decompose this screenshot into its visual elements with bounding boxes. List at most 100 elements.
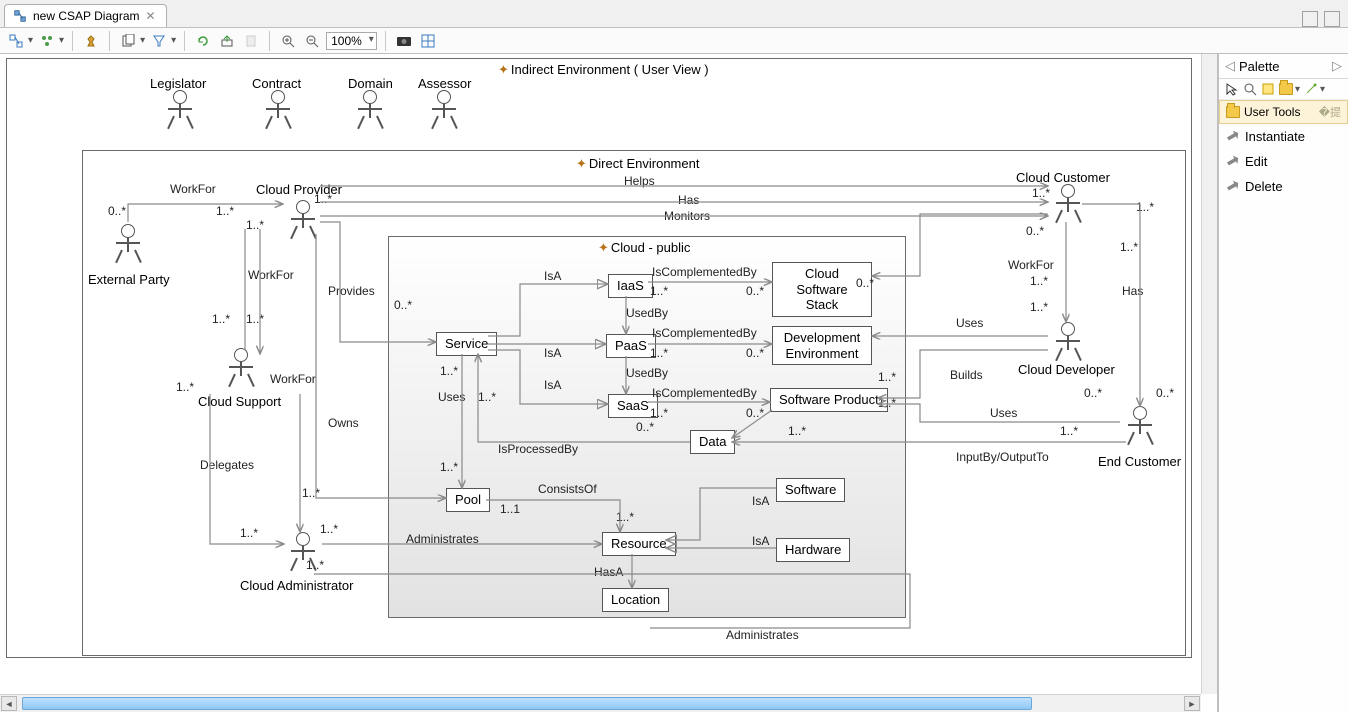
refresh-icon[interactable] — [193, 31, 213, 51]
actor-customer-label: Cloud Customer — [1016, 170, 1110, 185]
node-location[interactable]: Location — [602, 588, 669, 612]
note-tool-icon[interactable] — [1261, 82, 1275, 96]
actor-admin-label: Cloud Administrator — [240, 578, 353, 593]
node-iaas[interactable]: IaaS — [608, 274, 653, 298]
horizontal-scrollbar[interactable]: ◄ ► — [0, 694, 1201, 712]
lbl-isa-2: IsA — [544, 346, 561, 360]
zoom-value: 100% — [331, 34, 362, 48]
vertical-scrollbar[interactable] — [1201, 54, 1217, 694]
m1: 0..* — [108, 204, 126, 218]
actor-legislator[interactable] — [160, 90, 200, 128]
m7: 0..* — [1026, 224, 1044, 238]
scroll-thumb[interactable] — [22, 697, 1032, 710]
folder-tool-icon[interactable] — [1279, 83, 1293, 95]
palette-item-edit[interactable]: Edit — [1219, 149, 1348, 174]
zoom-out-icon[interactable] — [302, 31, 322, 51]
zoom-in-icon[interactable] — [278, 31, 298, 51]
actor-developer[interactable] — [1048, 322, 1088, 360]
zoom-tool-icon[interactable] — [1243, 82, 1257, 96]
scroll-right-icon[interactable]: ► — [1184, 696, 1200, 711]
cursor-icon[interactable] — [1225, 82, 1239, 96]
node-paas[interactable]: PaaS — [606, 334, 656, 358]
actor-external-label: External Party — [88, 272, 170, 287]
m31: 1..* — [440, 460, 458, 474]
actor-contract[interactable] — [258, 90, 298, 128]
lbl-isa-3: IsA — [544, 378, 561, 392]
m34: 1..* — [302, 486, 320, 500]
palette-panel: ◁ Palette ▷ ▾ ▾ User Tools �提 Instantiat… — [1218, 54, 1348, 712]
dropdown-caret-icon[interactable]: ▾ — [59, 35, 64, 46]
maximize-icon[interactable] — [1324, 11, 1340, 27]
actor-developer-label: Cloud Developer — [1018, 362, 1115, 377]
wand-tool-icon[interactable] — [1304, 82, 1318, 96]
m36: 1..* — [320, 522, 338, 536]
m12: 0..* — [394, 298, 412, 312]
m25: 1..* — [878, 396, 896, 410]
node-devenv[interactable]: DevelopmentEnvironment — [772, 326, 872, 365]
pin-icon[interactable] — [81, 31, 101, 51]
m23: 0..* — [856, 276, 874, 290]
export-icon[interactable] — [217, 31, 237, 51]
editor-tab[interactable]: new CSAP Diagram ✕ — [4, 4, 167, 27]
arrange-icon[interactable] — [37, 31, 57, 51]
dropdown-caret-icon[interactable]: ▾ — [140, 35, 145, 46]
actor-domain[interactable] — [350, 90, 390, 128]
layout-icon[interactable] — [6, 31, 26, 51]
m15: 1..* — [650, 284, 668, 298]
actor-customer[interactable] — [1048, 184, 1088, 222]
lbl-iscomp-1: IsComplementedBy — [652, 265, 757, 279]
palette-collapse-icon[interactable]: ▷ — [1332, 58, 1342, 74]
actor-external[interactable] — [108, 224, 148, 262]
m16: 0..* — [746, 284, 764, 298]
folder-icon — [1226, 106, 1240, 118]
node-hardware[interactable]: Hardware — [776, 538, 850, 562]
palette-section-label: User Tools — [1244, 105, 1300, 119]
m32: 1..1 — [500, 502, 520, 516]
m22: 1..* — [788, 424, 806, 438]
m13: 1..* — [440, 364, 458, 378]
filter-icon[interactable] — [149, 31, 169, 51]
palette-section-user-tools[interactable]: User Tools �提 — [1219, 100, 1348, 124]
node-software[interactable]: Software — [776, 478, 845, 502]
palette-tools-row: ▾ ▾ — [1219, 79, 1348, 100]
palette-item-instantiate[interactable]: Instantiate — [1219, 124, 1348, 149]
lbl-has-2: Has — [1122, 284, 1143, 298]
grid-icon[interactable] — [418, 31, 438, 51]
actor-endcustomer-label: End Customer — [1098, 454, 1181, 469]
node-data[interactable]: Data — [690, 430, 735, 454]
lbl-iscomp-3: IsComplementedBy — [652, 386, 757, 400]
direct-label: ✦Direct Environment — [576, 156, 699, 172]
lbl-iscomp-2: IsComplementedBy — [652, 326, 757, 340]
tab-close-icon[interactable]: ✕ — [146, 9, 156, 23]
m35: 1..* — [240, 526, 258, 540]
paste-icon[interactable] — [241, 31, 261, 51]
palette-header[interactable]: ◁ Palette ▷ — [1219, 54, 1348, 79]
m27: 1..* — [1030, 300, 1048, 314]
actor-assessor[interactable] — [424, 90, 464, 128]
node-pool[interactable]: Pool — [446, 488, 490, 512]
palette-item-delete[interactable]: Delete — [1219, 174, 1348, 199]
cloud-label: ✦Cloud - public — [598, 240, 690, 256]
actor-support[interactable] — [221, 348, 261, 386]
toolbar: ▾ ▾ ▾ ▾ 100%▾ — [0, 28, 1348, 54]
canvas-area[interactable]: ✦Indirect Environment ( User View ) Legi… — [0, 54, 1218, 712]
lbl-usedby-1: UsedBy — [626, 306, 668, 320]
dropdown-caret-icon[interactable]: ▾ — [28, 35, 33, 46]
scroll-left-icon[interactable]: ◄ — [1, 696, 17, 711]
minimize-icon[interactable] — [1302, 11, 1318, 27]
copy-icon[interactable] — [118, 31, 138, 51]
dropdown-caret-icon[interactable]: ▾ — [171, 35, 176, 46]
m8: 1..* — [1120, 240, 1138, 254]
m19: 1..* — [650, 406, 668, 420]
zoom-select[interactable]: 100%▾ — [326, 32, 377, 50]
actor-endcustomer[interactable] — [1120, 406, 1160, 444]
node-resource[interactable]: Resource — [602, 532, 676, 556]
camera-icon[interactable] — [394, 31, 414, 51]
lbl-consists: ConsistsOf — [538, 482, 597, 496]
node-service[interactable]: Service — [436, 332, 497, 356]
actor-contract-label: Contract — [252, 76, 301, 91]
lbl-isa-1: IsA — [544, 269, 561, 283]
node-sp[interactable]: Software Product — [770, 388, 888, 412]
m30: 1..* — [1060, 424, 1078, 438]
lbl-workfor-4: WorkFor — [1008, 258, 1054, 272]
